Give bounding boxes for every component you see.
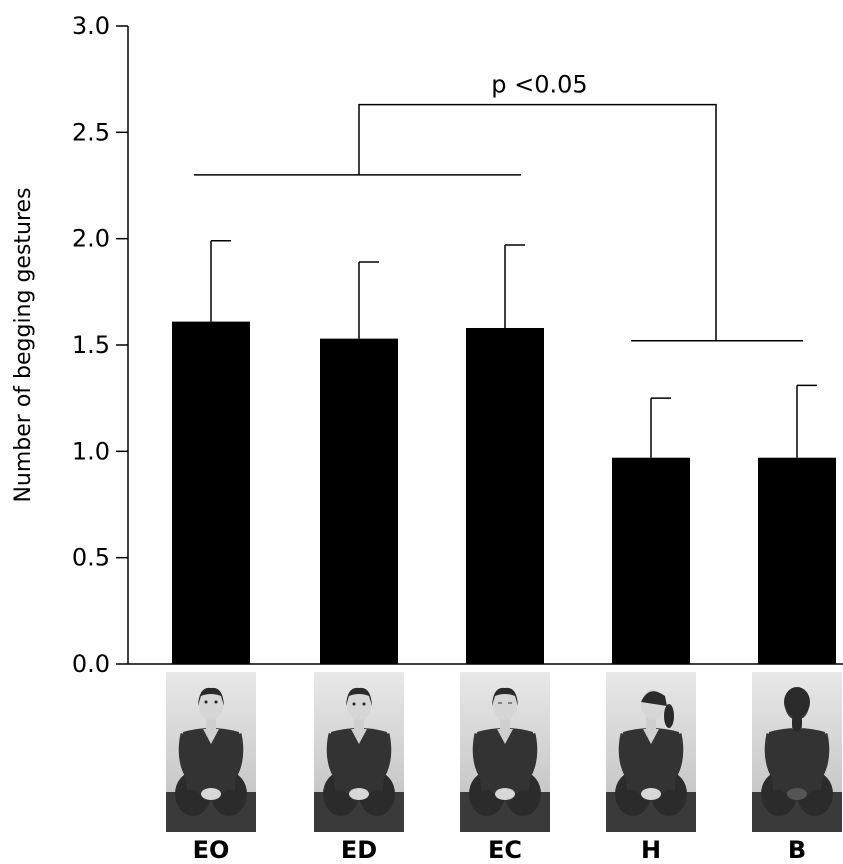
hands xyxy=(495,788,515,800)
ponytail xyxy=(664,704,674,728)
hair xyxy=(198,687,224,706)
photo-ed xyxy=(314,672,404,832)
arm-left xyxy=(326,733,356,796)
torso xyxy=(769,728,825,790)
y-tick-label: 1.5 xyxy=(72,331,110,359)
torso xyxy=(331,728,387,790)
error-bar-ec xyxy=(504,244,525,328)
eye-right xyxy=(362,702,366,706)
ponytail xyxy=(792,712,802,732)
error-bar-ed xyxy=(358,261,379,339)
y-tick-label: 1.0 xyxy=(72,437,110,465)
neckline xyxy=(643,729,659,744)
y-ticks: 0.0 0.5 1.0 1.5 2.0 2.5 3.0 xyxy=(72,12,128,678)
category-label-b: B xyxy=(788,836,806,864)
neck xyxy=(646,717,656,729)
eye-left xyxy=(352,702,356,706)
hair xyxy=(346,687,372,706)
category-label-h: H xyxy=(641,836,661,864)
neck xyxy=(500,717,510,729)
photo-eo xyxy=(166,672,256,832)
hands xyxy=(787,788,807,800)
category-label-eo: EO xyxy=(193,836,230,864)
bar-eo xyxy=(172,321,250,664)
neck xyxy=(354,717,364,729)
bar-h xyxy=(612,457,690,664)
hair xyxy=(492,687,518,706)
torso xyxy=(477,728,533,790)
error-bars xyxy=(210,240,817,458)
hair xyxy=(784,687,810,717)
error-bar-b xyxy=(796,384,817,458)
y-tick-label: 2.5 xyxy=(72,118,110,146)
photo-ec xyxy=(460,672,550,832)
bar-ed xyxy=(320,338,398,664)
arm-right xyxy=(654,733,684,796)
y-tick-label: 0.0 xyxy=(72,650,110,678)
arm-left xyxy=(764,733,794,796)
hands xyxy=(201,788,221,800)
arm-left xyxy=(618,733,648,796)
arm-right xyxy=(214,733,244,796)
eye-right xyxy=(214,700,218,704)
significance-bracket xyxy=(194,103,803,342)
bracket-connector xyxy=(358,103,717,341)
neckline xyxy=(351,729,367,744)
head xyxy=(199,690,223,720)
arm-right xyxy=(508,733,538,796)
category-photos xyxy=(166,672,842,832)
torso xyxy=(623,728,679,790)
y-tick-label: 0.5 xyxy=(72,544,110,572)
y-tick-label: 3.0 xyxy=(72,12,110,40)
error-bar-eo xyxy=(210,240,231,322)
bar-b xyxy=(758,457,836,664)
hair xyxy=(641,691,667,706)
category-labels: EO ED EC H B xyxy=(193,836,807,864)
head xyxy=(493,690,517,720)
arm-left xyxy=(178,733,208,796)
arm-left xyxy=(472,733,502,796)
y-axis-label: Number of begging gestures xyxy=(11,187,36,502)
significance-label: p <0.05 xyxy=(491,71,587,99)
arm-right xyxy=(362,733,392,796)
head xyxy=(347,690,371,720)
eye-left xyxy=(204,700,208,704)
photo-b xyxy=(752,672,842,832)
hands xyxy=(641,788,661,800)
bars xyxy=(172,321,836,664)
bar-ec xyxy=(466,327,544,664)
category-label-ed: ED xyxy=(341,836,377,864)
neckline xyxy=(203,729,219,744)
hands xyxy=(349,788,369,800)
neck xyxy=(206,717,216,729)
error-bar-h xyxy=(650,397,671,458)
category-label-ec: EC xyxy=(488,836,522,864)
y-tick-label: 2.0 xyxy=(72,225,110,253)
arm-right xyxy=(800,733,830,796)
neckline xyxy=(497,729,513,744)
torso xyxy=(183,728,239,790)
photo-h xyxy=(606,672,696,832)
